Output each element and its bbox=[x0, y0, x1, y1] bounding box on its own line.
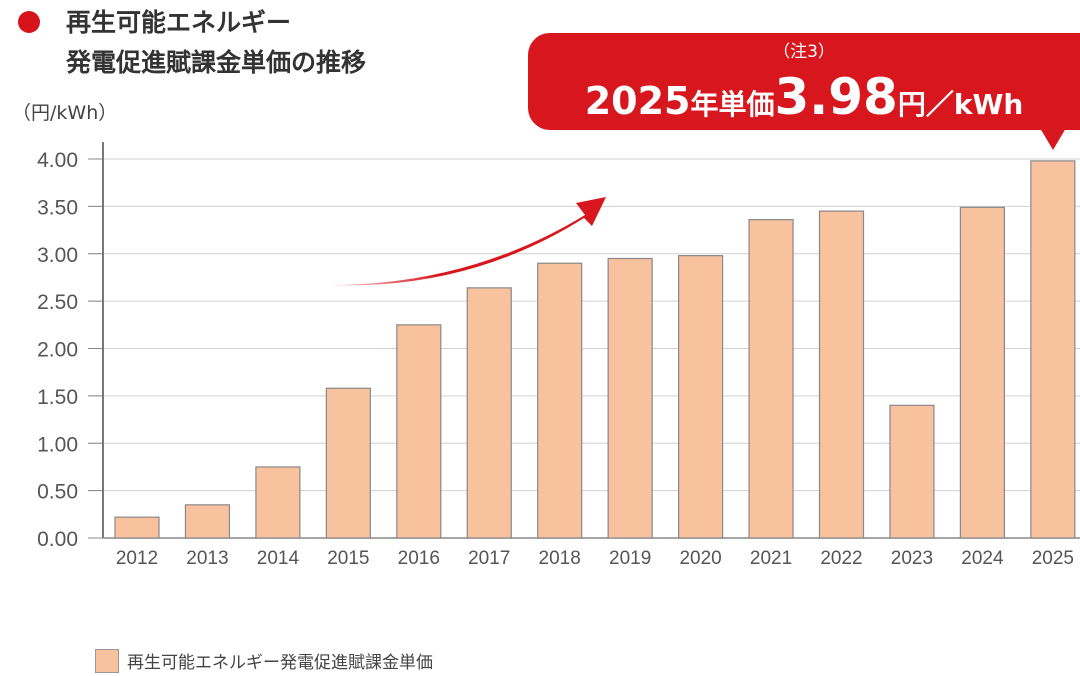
chart-title-line2: 発電促進賦課金単価の推移 bbox=[66, 48, 367, 77]
x-tick-label: 2019 bbox=[609, 548, 651, 569]
bar-2019 bbox=[607, 257, 653, 539]
trend-arrow-icon bbox=[330, 197, 606, 286]
x-tick-label: 2012 bbox=[116, 548, 158, 569]
callout-unit: 円／kWh bbox=[897, 88, 1024, 121]
legend: 再生可能エネルギー発電促進賦課金単価 bbox=[95, 648, 433, 673]
legend-swatch bbox=[95, 648, 119, 673]
bar-2022 bbox=[818, 210, 865, 539]
y-tick-label: 0.50 bbox=[37, 481, 78, 504]
bar-2013 bbox=[184, 504, 231, 539]
bar-2017 bbox=[466, 287, 512, 539]
y-tick-label: 3.00 bbox=[37, 244, 78, 267]
bar-2012 bbox=[114, 516, 160, 539]
bar-2016 bbox=[396, 324, 442, 539]
callout-year: 2025 bbox=[584, 79, 691, 123]
callout-note: （注3） bbox=[773, 42, 835, 62]
bar-2025 bbox=[1030, 160, 1076, 539]
y-tick-label: 2.00 bbox=[37, 339, 78, 362]
x-tick-label: 2025 bbox=[1032, 548, 1074, 569]
x-tick-label: 2014 bbox=[257, 548, 300, 569]
x-tick-label: 2023 bbox=[891, 548, 933, 569]
bar-2015 bbox=[325, 387, 371, 539]
x-tick-label: 2017 bbox=[468, 548, 510, 569]
bar-2023 bbox=[889, 404, 935, 539]
callout-year-suffix: 年単価 bbox=[690, 88, 775, 121]
title-bullet-icon bbox=[18, 11, 40, 33]
bar-2014 bbox=[255, 466, 301, 539]
x-tick-label: 2016 bbox=[398, 548, 440, 569]
x-tick-label: 2020 bbox=[679, 548, 721, 569]
bar-2021 bbox=[748, 219, 794, 539]
x-tick-label: 2024 bbox=[961, 548, 1004, 569]
y-axis-label: （円/kWh） bbox=[12, 102, 118, 124]
bar-2024 bbox=[959, 206, 1006, 539]
bar-2018 bbox=[537, 262, 583, 539]
x-tick-label: 2018 bbox=[539, 548, 581, 569]
y-tick-label: 1.50 bbox=[37, 386, 78, 409]
x-tick-label: 2022 bbox=[820, 548, 862, 569]
callout-value: 3.98 bbox=[774, 68, 898, 126]
callout-tail bbox=[1040, 128, 1066, 150]
y-tick-label: 3.50 bbox=[37, 196, 78, 219]
chart-title-line1: 再生可能エネルギー bbox=[66, 8, 292, 37]
y-tick-label: 0.00 bbox=[37, 528, 78, 551]
y-tick-label: 4.00 bbox=[37, 149, 78, 172]
x-tick-label: 2021 bbox=[750, 548, 792, 569]
y-tick-label: 2.50 bbox=[37, 291, 78, 314]
y-tick-label: 1.00 bbox=[37, 433, 78, 456]
callout-2025-price: （注3） 2025年単価3.98円／kWh bbox=[528, 33, 1080, 130]
x-tick-label: 2013 bbox=[186, 548, 228, 569]
bar-2020 bbox=[677, 255, 724, 539]
legend-label: 再生可能エネルギー発電促進賦課金単価 bbox=[127, 653, 433, 673]
x-tick-label: 2015 bbox=[327, 548, 369, 569]
